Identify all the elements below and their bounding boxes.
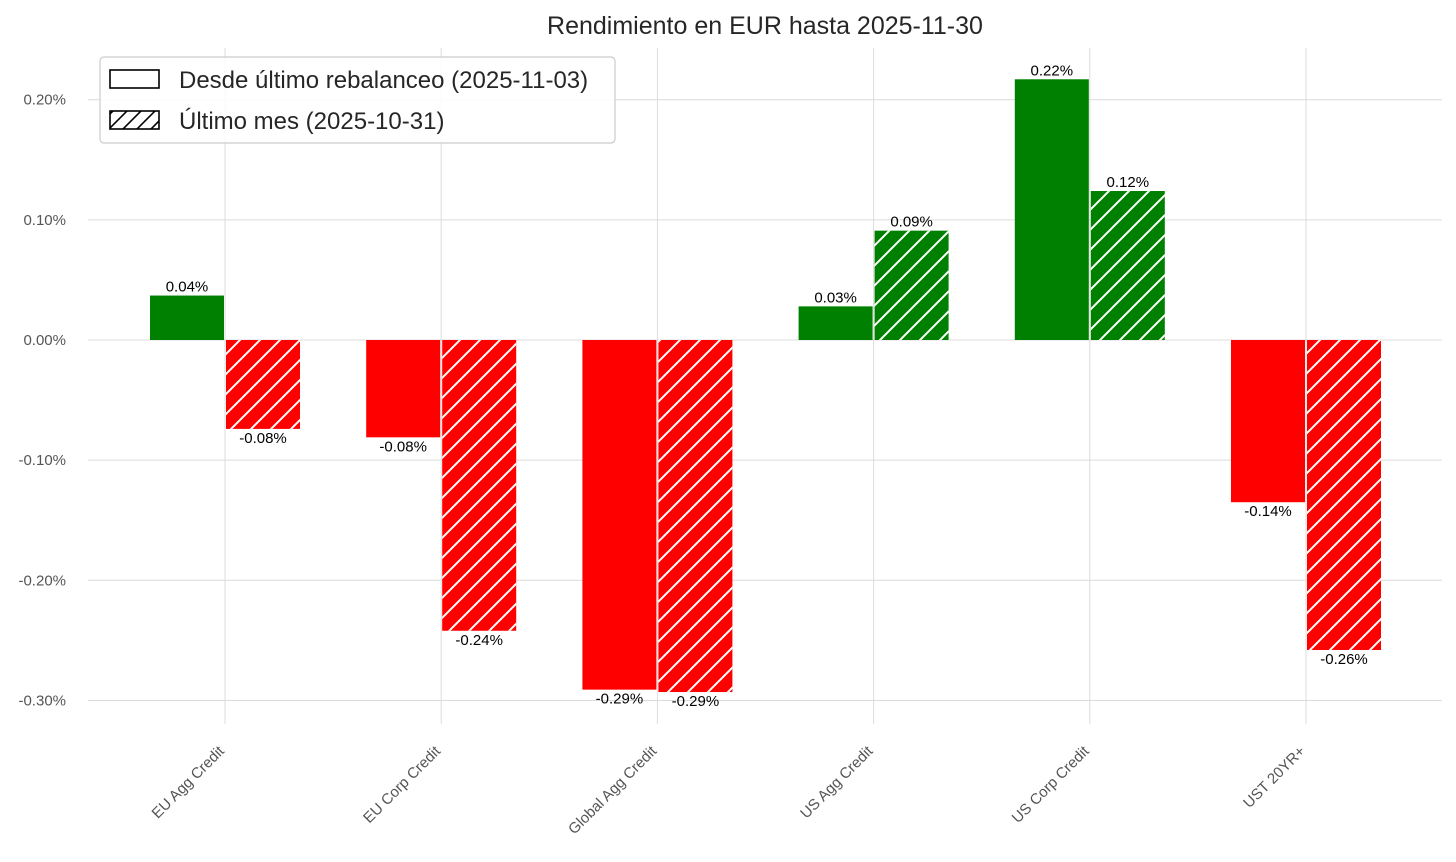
bar-value-label: -0.24%: [455, 632, 503, 649]
legend-frame: [99, 56, 616, 144]
legend-label-since-rebalance: Desde último rebalanceo (2025-11-03): [179, 67, 588, 94]
bar-hatch-overlay: [1090, 191, 1165, 340]
bar-since-rebalance: [582, 340, 657, 690]
bars: [150, 79, 1381, 693]
x-tick-label: US Agg Credit: [797, 742, 877, 822]
bar-value-label: -0.29%: [672, 693, 720, 710]
bar-value-label: 0.22%: [1031, 62, 1074, 79]
bar-value-label: 0.09%: [890, 214, 933, 231]
x-tick-label: UST 20YR+: [1240, 743, 1309, 812]
x-tick-label: US Corp Credit: [1009, 742, 1094, 827]
bar-since-rebalance: [798, 306, 873, 340]
x-tick-label: Global Agg Credit: [565, 742, 661, 838]
y-tick-label: 0.10%: [23, 212, 66, 229]
bar-value-label: -0.14%: [1244, 503, 1292, 520]
bar-hatch-overlay: [658, 340, 733, 693]
bar-value-label: 0.04%: [166, 279, 209, 296]
x-axis-ticks: EU Agg Credit EU Corp Credit Global Agg Cr…: [149, 742, 1309, 838]
x-tick-label: EU Agg Credit: [149, 742, 229, 822]
bar-value-label: -0.26%: [1320, 651, 1368, 668]
bar-value-label: -0.08%: [239, 430, 287, 447]
bar-value-label: 0.12%: [1107, 174, 1150, 191]
grid: [88, 48, 1442, 724]
x-tick-label: EU Corp Credit: [360, 742, 445, 827]
y-tick-label: 0.00%: [23, 332, 66, 349]
y-tick-label: -0.20%: [18, 572, 66, 589]
bar-hatch-overlay: [442, 340, 517, 631]
bar-hatch-overlay: [1307, 340, 1381, 650]
legend-label-last-month: Último mes (2025-10-31): [179, 108, 444, 135]
y-tick-label: -0.30%: [18, 692, 66, 709]
bar-value-label: -0.08%: [379, 438, 427, 455]
bar-since-rebalance: [366, 340, 441, 438]
bar-since-rebalance: [1014, 79, 1089, 340]
chart-title: Rendimiento en EUR hasta 2025-11-30: [547, 12, 983, 40]
data-labels: 0.04% -0.08% -0.29% 0.03% 0.22% -0.14% -0.08% -…: [166, 62, 1368, 710]
bar-since-rebalance: [1231, 340, 1305, 503]
bar-value-label: -0.29%: [596, 691, 644, 708]
legend: Desde último rebalanceo (2025-11-03) Últ…: [99, 56, 616, 144]
y-axis-ticks: 0.20% 0.10% 0.00% -0.10% -0.20% -0.30%: [18, 92, 66, 710]
bar-value-label: 0.03%: [814, 289, 857, 306]
bar-hatch-overlay: [226, 340, 300, 429]
y-tick-label: -0.10%: [18, 452, 66, 469]
legend-swatch-plain: [109, 69, 160, 89]
bar-since-rebalance: [150, 295, 224, 340]
bar-hatch-overlay: [874, 230, 949, 340]
y-tick-label: 0.20%: [23, 92, 66, 109]
legend-swatch-hatched: [109, 110, 160, 130]
